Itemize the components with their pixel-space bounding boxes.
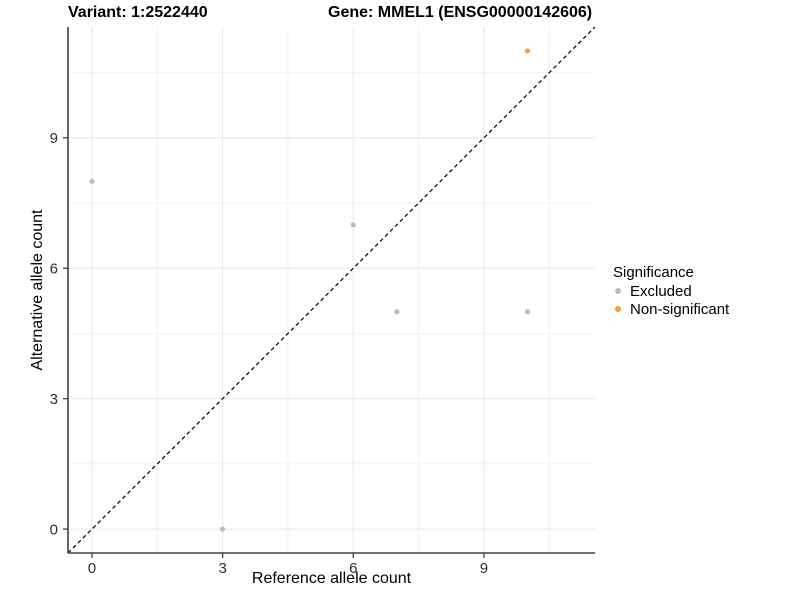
x-tick-label: 3 [218, 560, 226, 577]
gene-title: Gene: MMEL1 (ENSG00000142606) [328, 4, 593, 21]
x-axis-title: Reference allele count [251, 570, 412, 587]
y-tick-label: 6 [50, 261, 58, 278]
legend-item-label: Excluded [630, 282, 692, 300]
x-tick-label: 0 [88, 560, 96, 577]
variant-title: Variant: 1:2522440 [68, 4, 208, 21]
legend-key-dot-icon [615, 288, 621, 294]
data-point-non-significant [524, 48, 531, 54]
legend-item: Non-significant [612, 300, 729, 318]
y-tick-label: 0 [50, 521, 58, 538]
data-point-excluded [89, 178, 95, 184]
legend: Significance Excluded Non-significant [612, 263, 729, 318]
data-point-excluded [220, 526, 226, 532]
identity-dashed-line [67, 26, 596, 554]
legend-item-label: Non-significant [630, 300, 730, 318]
x-tick-label: 6 [349, 560, 357, 577]
data-point-excluded [524, 309, 531, 315]
data-point-excluded [350, 222, 356, 228]
y-tick-label: 9 [50, 130, 58, 147]
x-tick-label: 9 [480, 560, 488, 577]
legend-title: Significance [613, 264, 694, 281]
legend-key-dot-icon [615, 306, 621, 312]
y-axis-title: Alternative allele count [29, 209, 46, 371]
y-tick-label: 3 [50, 391, 58, 408]
legend-items: Excluded Non-significant [612, 282, 729, 318]
data-point-excluded [394, 309, 400, 315]
legend-item: Excluded [612, 282, 729, 300]
